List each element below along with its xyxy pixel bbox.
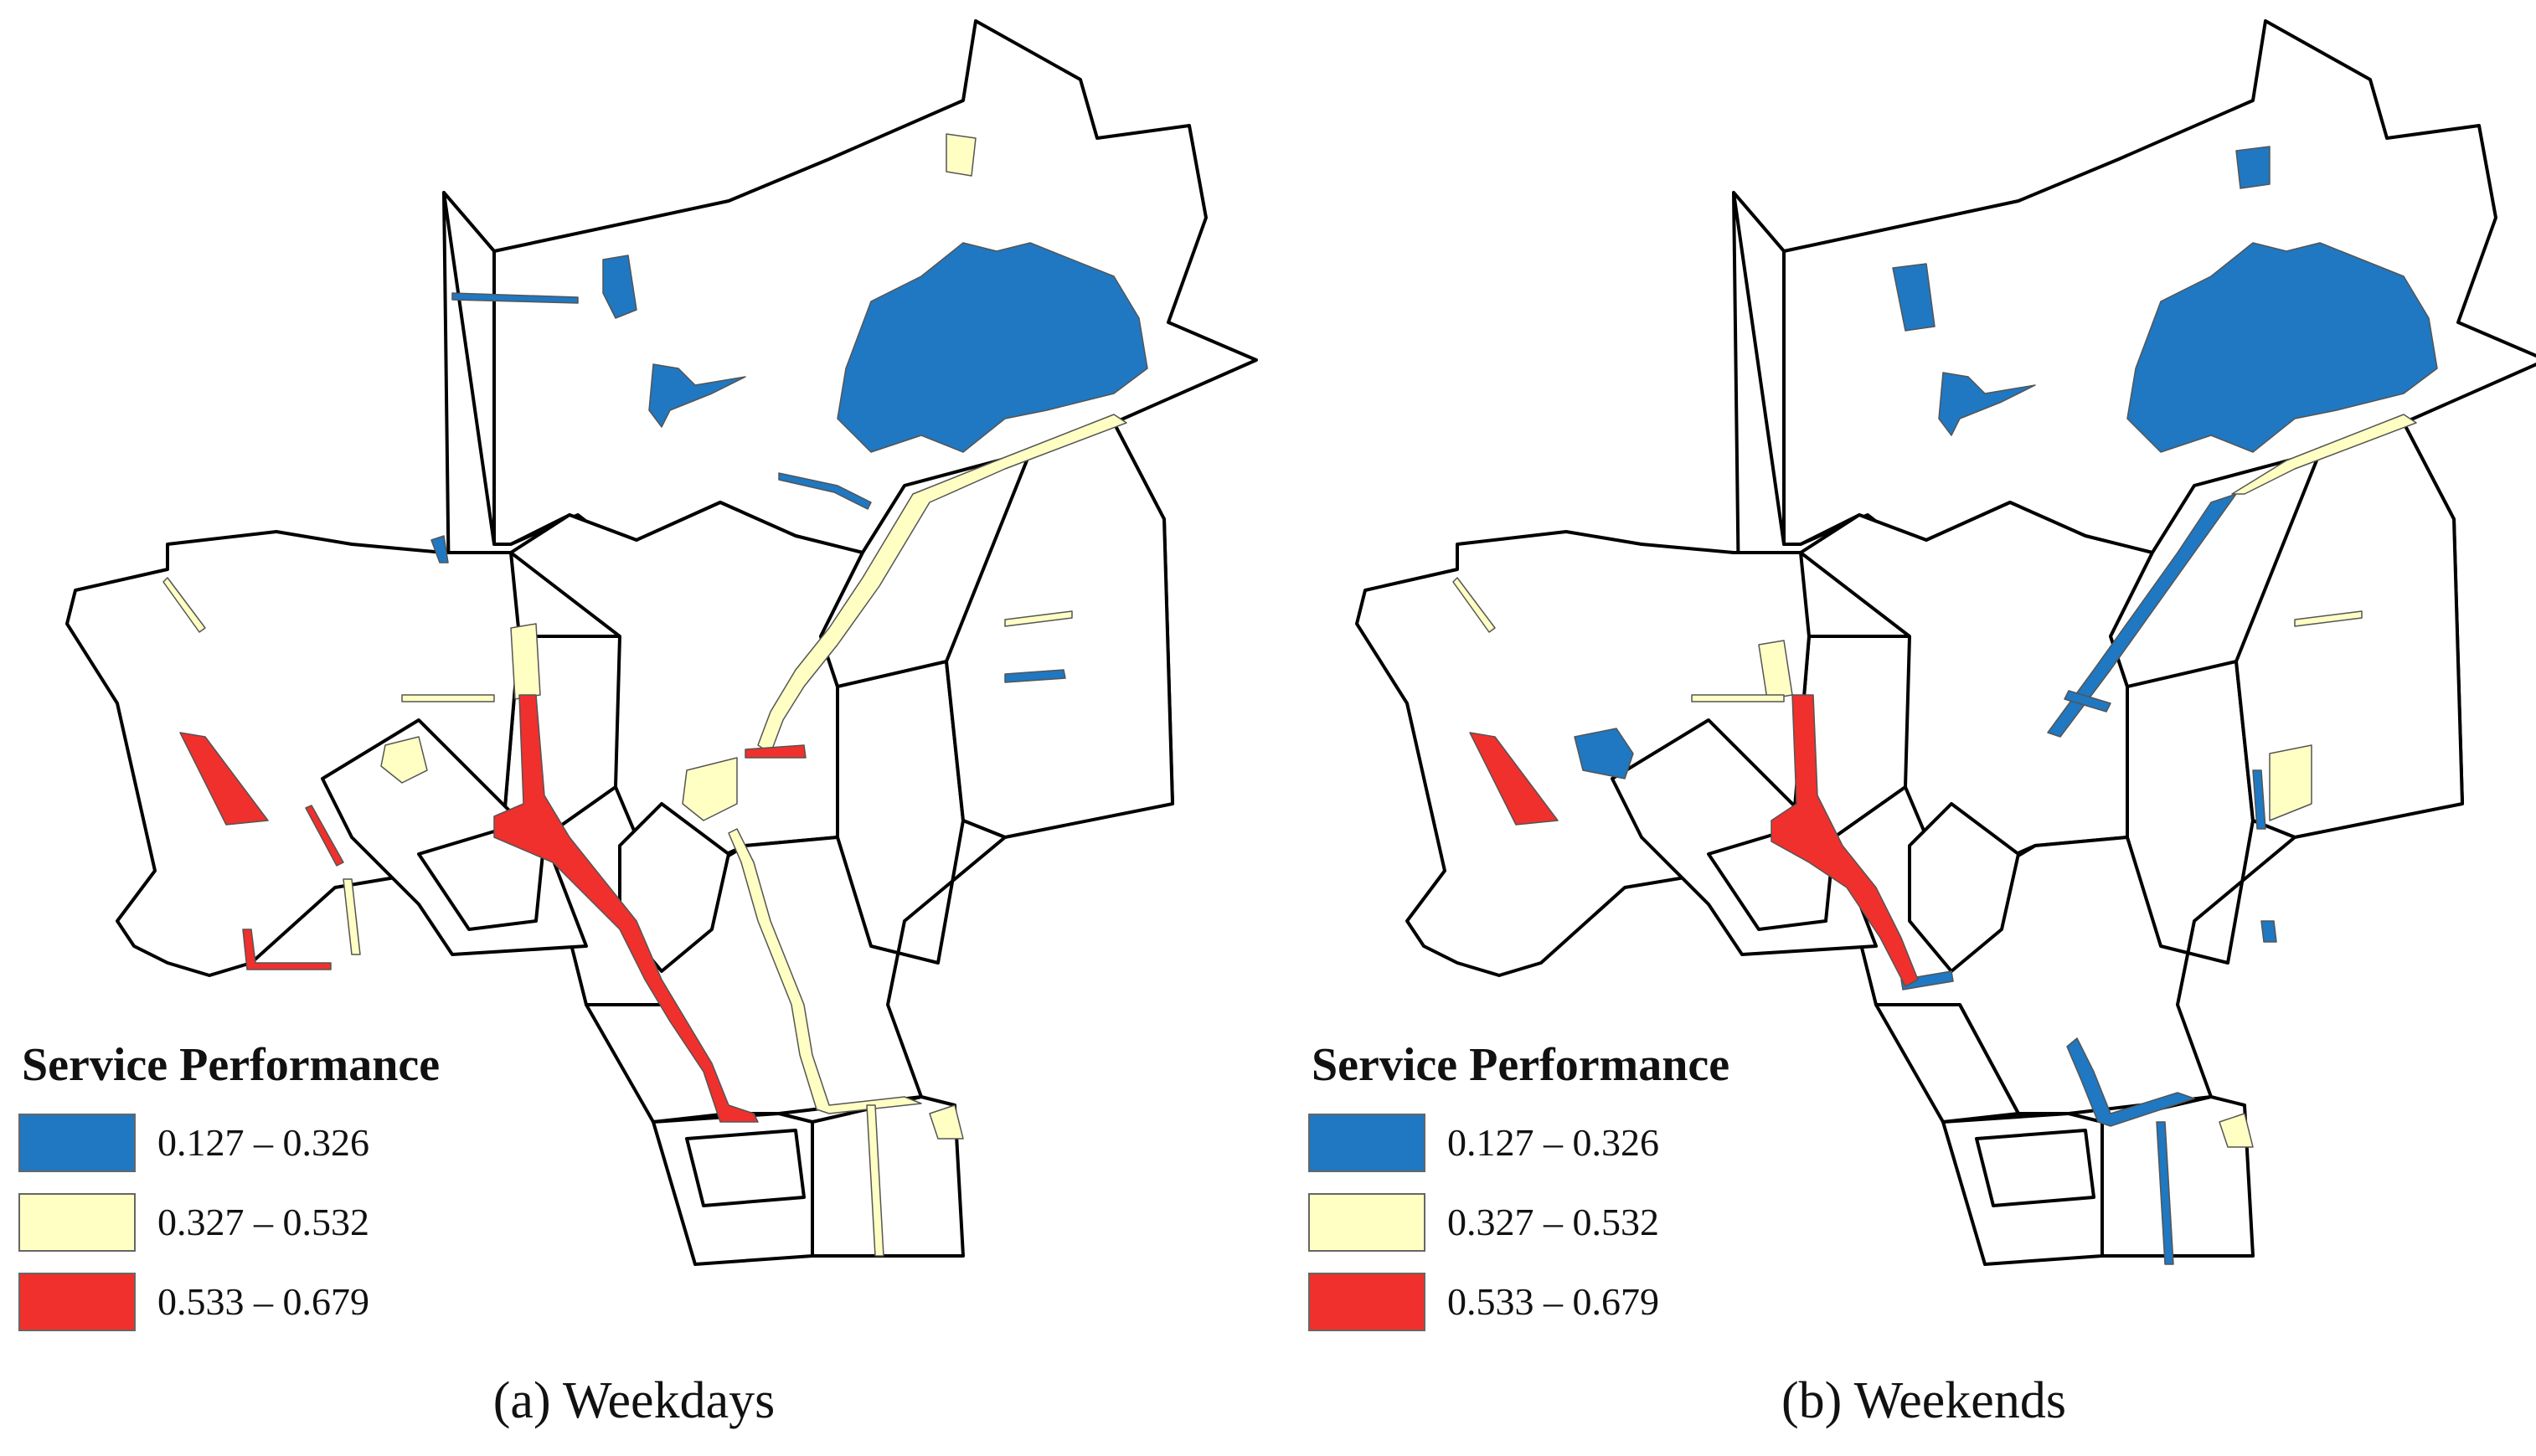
legend-item-high: 0.533 – 0.679 xyxy=(18,1273,521,1335)
area-large-lake xyxy=(2126,242,2438,453)
area-yellow-4 xyxy=(946,133,977,177)
legend-title: Service Performance xyxy=(22,1039,441,1091)
road-yellow-2 xyxy=(162,577,206,633)
road-blue-south xyxy=(2066,1037,2195,1127)
legend-label-low: 0.127 – 0.326 xyxy=(1447,1121,1659,1164)
road-blue-5 xyxy=(2252,769,2266,830)
area-blue-north xyxy=(2235,146,2271,189)
area-large-lake xyxy=(837,242,1148,453)
legend-swatch-mid xyxy=(1308,1193,1425,1252)
legend-swatch-low xyxy=(18,1114,136,1172)
legend-label-mid: 0.327 – 0.532 xyxy=(157,1201,369,1243)
road-yellow-5 xyxy=(1004,610,1073,627)
road-yellow-4 xyxy=(2294,610,2363,627)
road-blue-4 xyxy=(1004,669,1066,683)
map-panel-weekdays: Service Performance 0.127 – 0.326 0.327 … xyxy=(18,19,1258,1429)
area-blue-3 xyxy=(1574,728,1634,779)
road-yellow-4 xyxy=(929,1104,964,1140)
area-yellow-1 xyxy=(682,757,738,821)
panel-caption-weekends: (b) Weekends xyxy=(1781,1372,2066,1429)
legend-label-low: 0.127 – 0.326 xyxy=(157,1121,369,1164)
map-weekdays xyxy=(65,19,1258,1266)
road-yellow-1 xyxy=(1452,577,1496,633)
legend-swatch-low xyxy=(1308,1114,1425,1172)
legend-item-low: 0.127 – 0.326 xyxy=(18,1114,521,1176)
road-blue-7 xyxy=(1900,970,1954,990)
area-blue-1 xyxy=(602,255,637,319)
road-yellow-2 xyxy=(1691,694,1785,702)
legend-item-mid: 0.327 – 0.532 xyxy=(1308,1193,1811,1255)
legend-swatch-high xyxy=(18,1273,136,1331)
legend: Service Performance 0.127 – 0.326 0.327 … xyxy=(1308,1038,1894,1356)
road-yellow-main xyxy=(2231,414,2417,495)
road-red-1 xyxy=(242,929,332,970)
area-blue-2 xyxy=(648,363,746,428)
area-blue-2 xyxy=(1938,372,2036,436)
road-yellow-6 xyxy=(343,878,361,955)
legend-title: Service Performance xyxy=(1312,1039,1730,1091)
road-blue-2 xyxy=(778,472,872,510)
legend-swatch-high xyxy=(1308,1273,1425,1331)
legend-item-high: 0.533 – 0.679 xyxy=(1308,1273,1811,1335)
road-red-corridor xyxy=(493,694,759,1123)
road-yellow-3 xyxy=(401,694,495,702)
legend-label-high: 0.533 – 0.679 xyxy=(1447,1280,1659,1323)
panel-caption-weekdays: (a) Weekdays xyxy=(492,1372,776,1429)
road-red-3 xyxy=(305,805,344,867)
legend-label-mid: 0.327 – 0.532 xyxy=(1447,1201,1659,1243)
road-blue-1 xyxy=(451,292,579,304)
legend-label-high: 0.533 – 0.679 xyxy=(157,1280,369,1323)
road-blue-3 xyxy=(430,535,449,563)
legend-item-low: 0.127 – 0.326 xyxy=(1308,1114,1811,1176)
area-yellow-3 xyxy=(510,623,541,700)
area-blue-1 xyxy=(1892,263,1936,332)
road-blue-8 xyxy=(2064,690,2111,713)
area-red-west xyxy=(1469,732,1559,826)
road-blue-6 xyxy=(2260,920,2277,943)
road-blue-main xyxy=(2047,493,2237,738)
area-yellow-2 xyxy=(380,736,428,784)
legend: Service Performance 0.127 – 0.326 0.327 … xyxy=(18,1038,605,1356)
road-blue-4 xyxy=(2156,1121,2174,1265)
road-red-corridor xyxy=(1771,694,1919,987)
map-weekends xyxy=(1355,19,2536,1266)
legend-swatch-mid xyxy=(18,1193,136,1252)
road-yellow-3 xyxy=(2219,1113,2254,1148)
legend-item-mid: 0.327 – 0.532 xyxy=(18,1193,521,1255)
area-yellow-1 xyxy=(2269,744,2312,821)
road-red-2 xyxy=(745,744,807,759)
road-yellow-1 xyxy=(866,1104,884,1257)
area-red-west xyxy=(179,732,269,826)
map-panel-weekends: Service Performance 0.127 – 0.326 0.327 … xyxy=(1290,0,2536,1456)
